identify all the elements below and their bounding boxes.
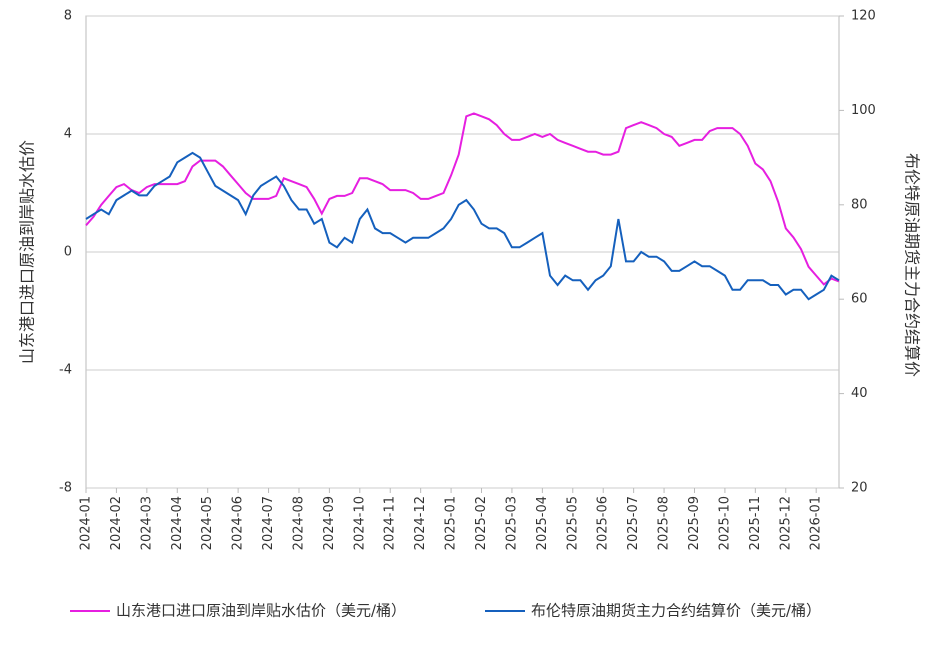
x-tick-label: 2024-01 bbox=[79, 496, 94, 550]
x-tick-label: 2025-08 bbox=[657, 496, 672, 550]
x-tick-label: 2024-12 bbox=[413, 496, 428, 550]
y-axis-title: 山东港口进口原油到岸贴水估价 bbox=[18, 140, 37, 364]
x-tick-label: 2025-12 bbox=[778, 496, 793, 550]
x-tick-label: 2025-01 bbox=[444, 496, 459, 550]
y-tick-label: -4 bbox=[59, 363, 72, 378]
series-line bbox=[85, 151, 840, 301]
legend-label: 山东港口进口原油到岸贴水估价（美元/桶） bbox=[116, 602, 406, 620]
x-tick-label: 2024-03 bbox=[139, 496, 154, 550]
y2-tick-label: 40 bbox=[851, 386, 868, 401]
y2-tick-label: 60 bbox=[851, 292, 868, 307]
x-tick-label: 2026-01 bbox=[809, 496, 824, 550]
x-tick-label: 2024-05 bbox=[200, 496, 215, 550]
x-tick-label: 2024-10 bbox=[352, 496, 367, 550]
y2-axis-title: 布伦特原油期货主力合约结算价 bbox=[903, 153, 922, 377]
x-tick-label: 2025-05 bbox=[565, 496, 580, 550]
y-tick-label: 4 bbox=[64, 127, 72, 142]
x-tick-label: 2024-11 bbox=[383, 496, 398, 550]
x-tick-label: 2024-09 bbox=[322, 496, 337, 550]
y-tick-label: 0 bbox=[64, 245, 72, 260]
x-tick-label: 2024-07 bbox=[261, 496, 276, 550]
x-tick-label: 2025-04 bbox=[535, 496, 550, 550]
x-tick-label: 2024-06 bbox=[231, 496, 246, 550]
y-tick-label: -8 bbox=[59, 481, 72, 496]
y2-tick-label: 20 bbox=[851, 481, 868, 496]
x-tick-label: 2025-06 bbox=[596, 496, 611, 550]
x-tick-label: 2025-02 bbox=[474, 496, 489, 550]
x-tick-label: 2025-10 bbox=[717, 496, 732, 550]
y2-tick-label: 80 bbox=[851, 197, 868, 212]
x-tick-label: 2025-11 bbox=[748, 496, 763, 550]
x-tick-label: 2024-04 bbox=[170, 496, 185, 550]
series-line bbox=[85, 112, 840, 286]
x-tick-label: 2025-07 bbox=[626, 496, 641, 550]
legend-label: 布伦特原油期货主力合约结算价（美元/桶） bbox=[531, 602, 821, 620]
x-tick-label: 2024-02 bbox=[109, 496, 124, 550]
y2-tick-label: 120 bbox=[851, 9, 876, 24]
x-tick-label: 2024-08 bbox=[291, 496, 306, 550]
y-tick-label: 8 bbox=[64, 9, 72, 24]
x-tick-label: 2025-03 bbox=[504, 496, 519, 550]
y2-tick-label: 100 bbox=[851, 103, 876, 118]
x-tick-label: 2025-09 bbox=[687, 496, 702, 550]
